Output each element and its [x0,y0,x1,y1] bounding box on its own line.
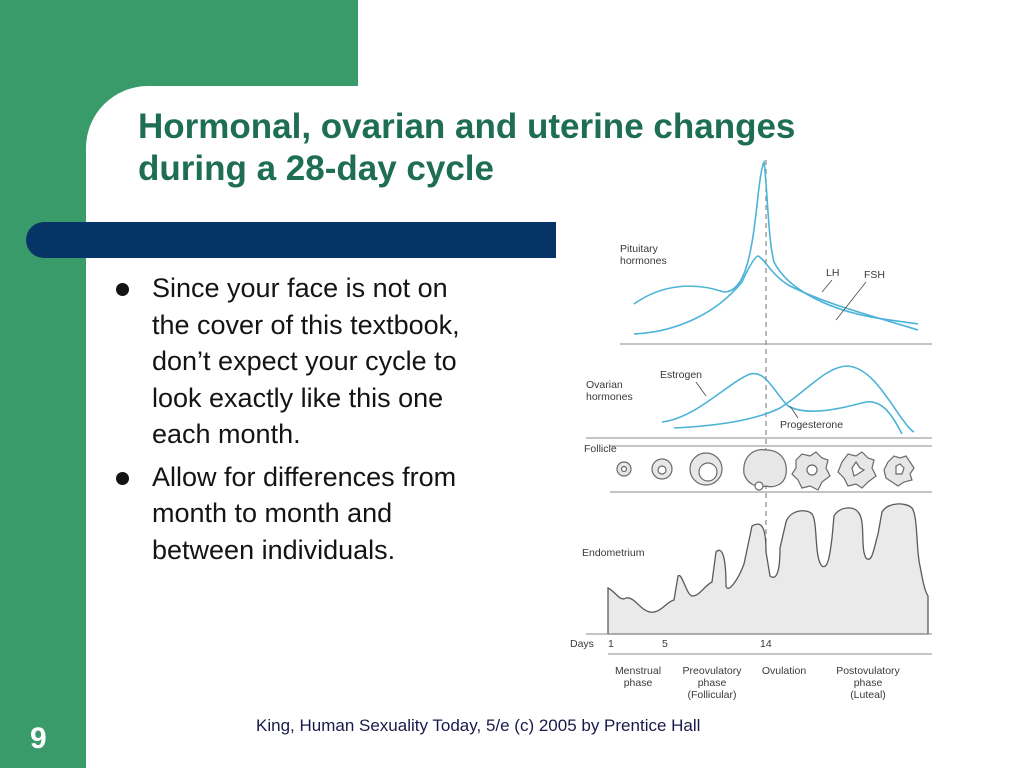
fsh-label: FSH [864,269,885,281]
menstrual-cycle-diagram: Pituitary hormones LH FSH Ovarian hormon… [570,159,932,701]
days-label: Days [570,638,594,650]
follicle-secondary-antrum [698,462,718,482]
slide-title: Hormonal, ovarian and uterine changes du… [138,106,938,190]
follicle-label: Follicle [584,443,617,455]
fsh-leader-line [835,281,867,321]
phase-label: Ovulation [762,665,807,677]
lh-leader-line [821,279,833,293]
phase-label-line-2: phase [624,677,653,689]
phase-label-line-2: phase [698,677,727,689]
title-divider-band [26,222,556,258]
phase-label-line-1: Menstrual [615,665,661,677]
slide-footer: King, Human Sexuality Today, 5/e (c) 200… [256,716,701,735]
bullet-dot-icon [116,471,129,485]
slide-title-line-1: Hormonal, ovarian and uterine changes [138,107,796,146]
slide-number: 9 [30,722,47,755]
pituitary-label-line-1: Pituitary [620,243,659,255]
ovarian-label-line-1: Ovarian [586,379,623,391]
follicle-primordial-oocyte [620,465,628,473]
day-tick-label: 1 [608,638,614,650]
progesterone-leader-line [789,405,799,419]
phase-label-line-1: Preovulatory [683,665,743,677]
slide-title-line-2: during a 28-day cycle [138,149,494,188]
lh-curve [633,159,919,325]
phase-label-line-1: Postovulatory [836,665,900,677]
estrogen-label: Estrogen [660,369,702,381]
estrogen-curve [661,372,903,435]
bullet-text: Allow for differences from month to mont… [152,461,457,565]
day-tick-label: 14 [760,638,772,650]
fsh-curve [633,255,919,335]
follicle-primary-oocyte [657,465,667,475]
day-tick-label: 5 [662,638,668,650]
phase-label-line-3: (Luteal) [850,689,886,701]
bullet-item: Since your face is not on the cover of t… [112,270,472,453]
bullet-list: Since your face is not on the cover of t… [112,270,472,574]
progesterone-curve [673,365,915,433]
ovulated-oocyte [754,481,764,491]
bullet-item: Allow for differences from month to mont… [112,459,472,569]
ovarian-label-line-2: hormones [586,391,633,403]
pituitary-label-line-2: hormones [620,255,667,267]
bullet-text: Since your face is not on the cover of t… [152,273,460,449]
slide-top-strip [358,0,1024,86]
corpus-albicans-center [895,463,905,475]
follicle-stages [616,449,915,491]
bullet-dot-icon [116,283,129,296]
estrogen-leader-line [695,381,707,397]
lh-label: LH [826,267,839,279]
phase-label-line-3: (Follicular) [687,689,736,701]
phase-label: Menstrual phase [615,665,661,689]
phase-label-line-2: phase [854,677,883,689]
endometrium-lining [607,503,929,635]
corpus-luteum-early-center [806,464,818,476]
corpus-luteum-center [851,460,866,477]
follicle-mature [743,449,787,488]
progesterone-label: Progesterone [780,419,843,431]
phase-label-line-1: Ovulation [762,665,807,677]
phase-label: Preovulatory phase (Follicular) [683,665,743,701]
phase-label: Postovulatory phase (Luteal) [836,665,900,701]
endometrium-label: Endometrium [582,547,645,559]
